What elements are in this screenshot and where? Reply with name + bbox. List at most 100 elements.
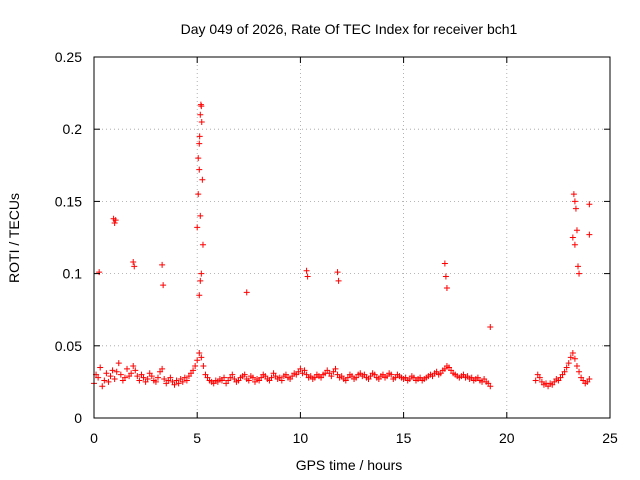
data-point xyxy=(194,357,201,364)
data-point xyxy=(196,292,203,299)
data-point xyxy=(268,374,275,381)
data-point xyxy=(388,371,395,378)
data-point xyxy=(586,376,593,383)
y-tick-label: 0.15 xyxy=(55,193,82,209)
data-point xyxy=(190,367,197,374)
data-point xyxy=(140,374,147,381)
data-point xyxy=(441,260,448,267)
data-point xyxy=(111,220,118,227)
data-point xyxy=(144,376,151,383)
data-point xyxy=(303,267,310,274)
data-point xyxy=(297,365,304,372)
data-point xyxy=(159,365,166,372)
y-tick-label: 0.1 xyxy=(63,266,83,282)
data-point xyxy=(107,373,114,380)
data-point xyxy=(97,364,104,371)
data-point xyxy=(99,383,106,390)
data-point xyxy=(487,324,494,331)
data-point xyxy=(198,270,205,277)
data-point xyxy=(569,350,576,357)
data-point xyxy=(121,374,128,381)
data-point xyxy=(160,282,167,289)
x-tick-label: 15 xyxy=(396,430,412,446)
data-point xyxy=(117,371,124,378)
data-point xyxy=(161,376,168,383)
data-point xyxy=(229,371,236,378)
x-tick-label: 0 xyxy=(90,430,98,446)
data-point xyxy=(586,201,593,208)
data-point xyxy=(199,241,206,248)
y-tick-label: 0.2 xyxy=(63,121,83,137)
data-point xyxy=(304,273,311,280)
data-point xyxy=(241,371,248,378)
data-point xyxy=(561,368,568,375)
data-point xyxy=(443,285,450,292)
data-point xyxy=(572,205,579,212)
data-point xyxy=(197,277,204,284)
data-point xyxy=(586,231,593,238)
x-tick-label: 5 xyxy=(193,430,201,446)
data-point xyxy=(148,373,155,380)
data-point xyxy=(113,368,120,375)
y-tick-label: 0.25 xyxy=(55,49,82,65)
x-tick-label: 20 xyxy=(499,430,515,446)
data-point xyxy=(328,373,335,380)
data-point xyxy=(111,376,118,383)
data-point xyxy=(196,140,203,147)
data-point xyxy=(249,374,256,381)
data-points xyxy=(91,101,593,390)
data-point xyxy=(301,367,308,374)
data-point xyxy=(563,364,570,371)
data-point xyxy=(442,273,449,280)
data-point xyxy=(131,263,138,270)
data-point xyxy=(197,212,204,219)
data-point xyxy=(576,270,583,277)
data-point xyxy=(124,365,131,372)
data-point xyxy=(101,377,108,384)
data-point xyxy=(195,155,202,162)
data-point xyxy=(243,289,250,296)
data-point xyxy=(192,363,199,370)
data-point xyxy=(571,355,578,362)
data-point xyxy=(171,381,178,388)
data-point xyxy=(565,360,572,367)
data-point xyxy=(183,377,190,384)
chart-title: Day 049 of 2026, Rate Of TEC Index for r… xyxy=(181,21,518,37)
data-point xyxy=(335,277,342,284)
data-point xyxy=(536,374,543,381)
data-point xyxy=(95,374,102,381)
data-point xyxy=(567,354,574,361)
data-point xyxy=(195,191,202,198)
data-point xyxy=(136,377,143,384)
data-point xyxy=(134,373,141,380)
data-point xyxy=(196,133,203,140)
data-point xyxy=(332,365,339,372)
data-point xyxy=(198,103,205,110)
data-point xyxy=(278,377,285,384)
data-point xyxy=(154,374,161,381)
data-point xyxy=(532,377,539,384)
data-point xyxy=(576,368,583,375)
data-point xyxy=(103,370,110,377)
data-point xyxy=(159,261,166,268)
data-point xyxy=(487,383,494,390)
data-point xyxy=(194,224,201,231)
x-tick-label: 10 xyxy=(293,430,309,446)
data-point xyxy=(569,234,576,241)
data-point xyxy=(198,118,205,125)
data-point xyxy=(115,360,122,367)
data-point xyxy=(571,198,578,205)
data-point xyxy=(221,374,228,381)
data-point xyxy=(105,378,112,385)
data-point xyxy=(152,378,159,385)
y-tick-label: 0 xyxy=(74,410,82,426)
data-point xyxy=(179,378,186,385)
axis-frame-and-ticks xyxy=(93,56,611,419)
data-point xyxy=(575,263,582,270)
x-axis-title: GPS time / hours xyxy=(296,457,403,473)
data-point xyxy=(570,191,577,198)
y-axis-title: ROTI / TECUs xyxy=(6,193,22,283)
y-tick-label: 0.05 xyxy=(55,338,82,354)
plot-border xyxy=(93,56,611,419)
